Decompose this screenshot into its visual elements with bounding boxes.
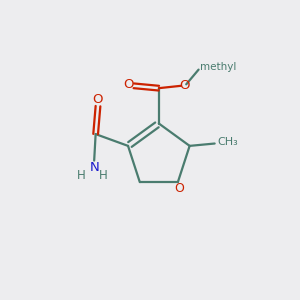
- Text: CH₃: CH₃: [218, 137, 239, 147]
- Text: O: O: [93, 93, 103, 106]
- Text: H: H: [76, 169, 85, 182]
- Text: H: H: [99, 169, 107, 182]
- Text: O: O: [179, 79, 190, 92]
- Text: O: O: [123, 78, 134, 92]
- Text: O: O: [174, 182, 184, 195]
- Text: N: N: [90, 160, 100, 174]
- Text: methyl: methyl: [200, 62, 236, 72]
